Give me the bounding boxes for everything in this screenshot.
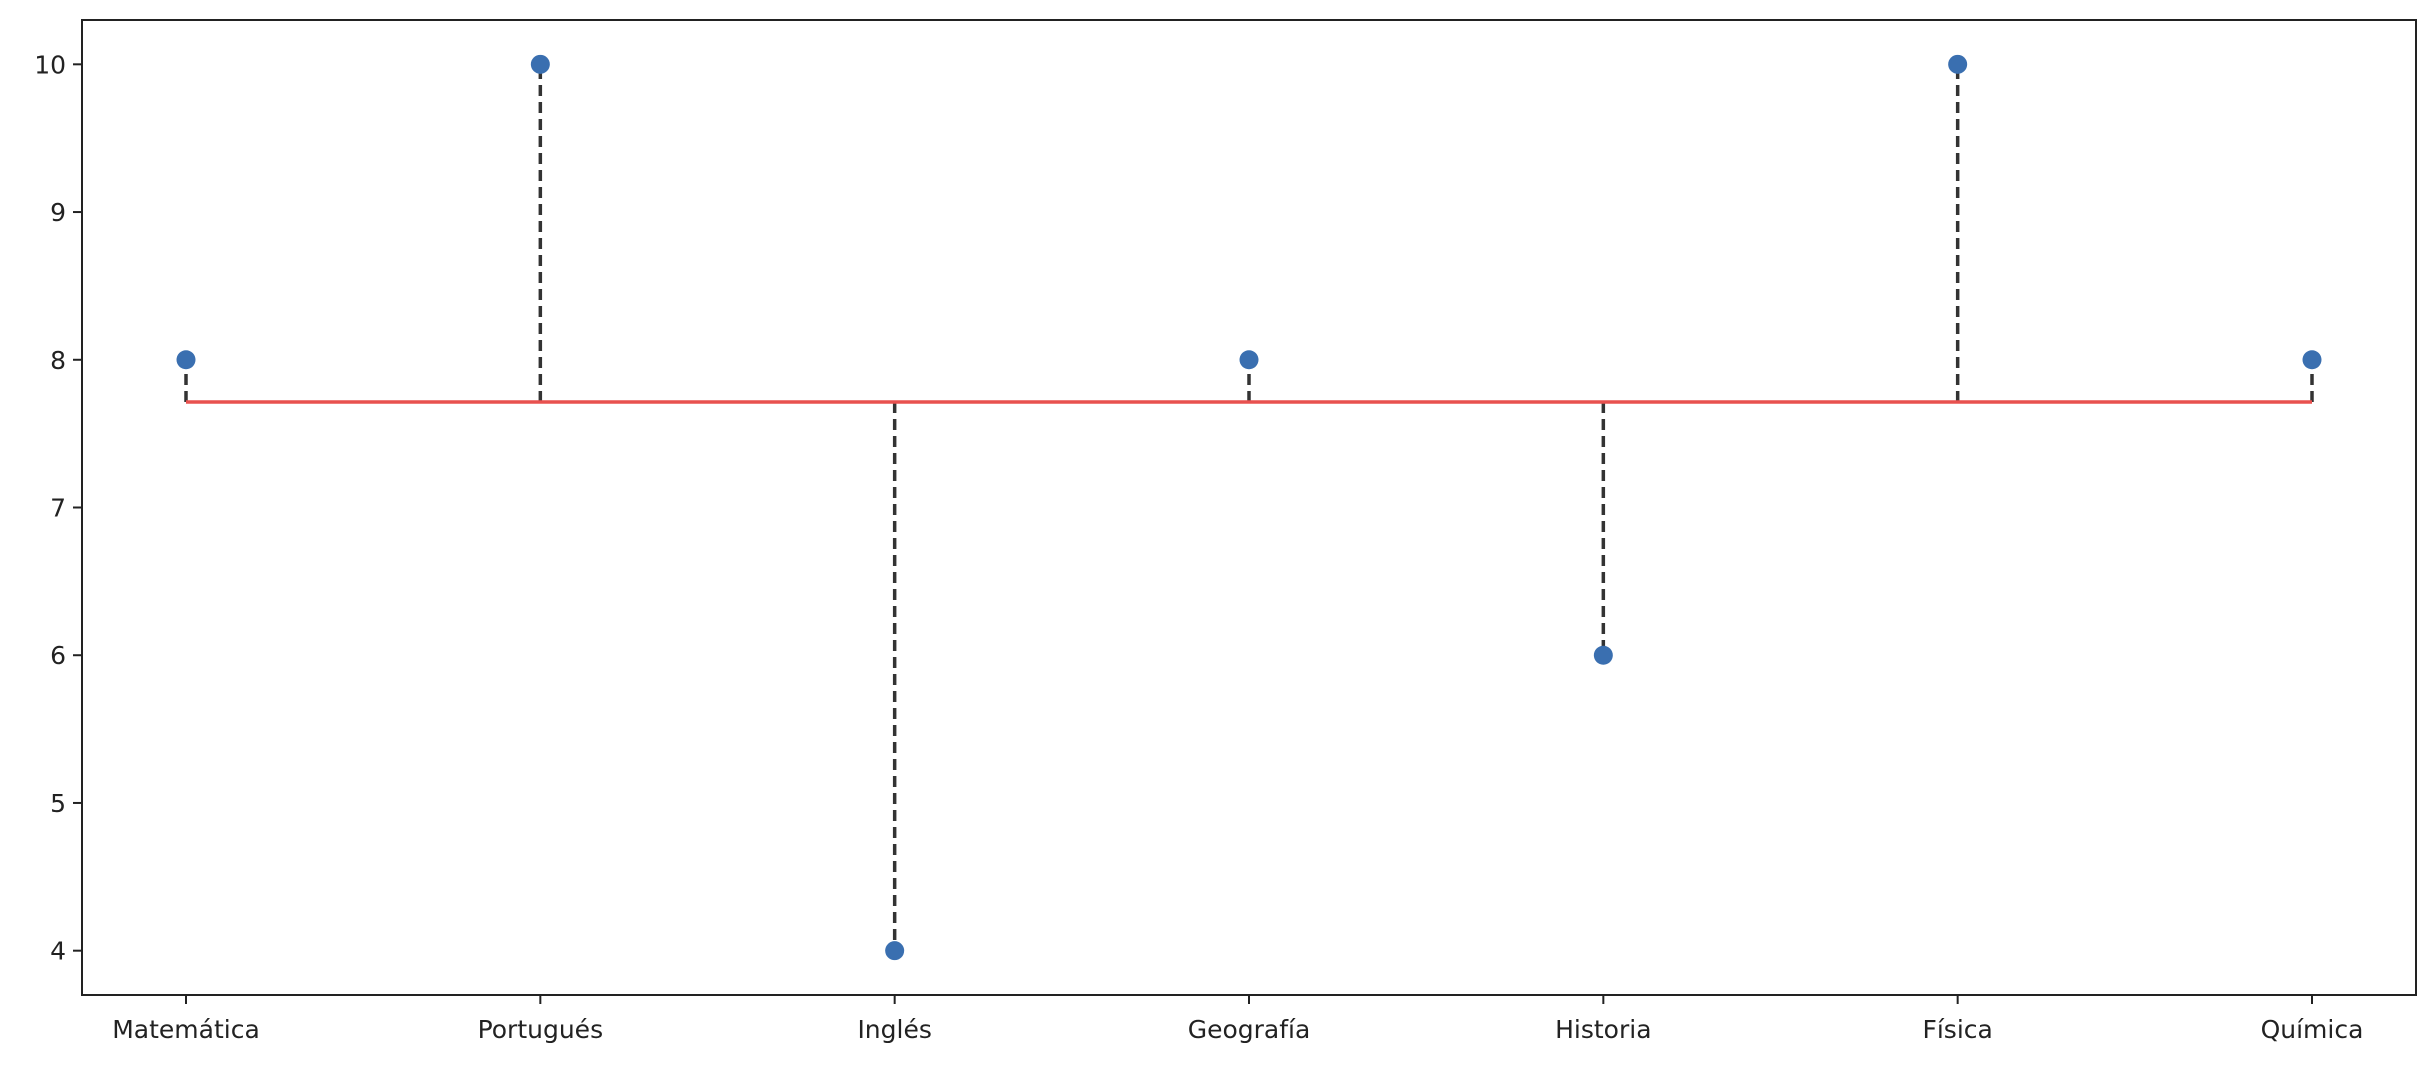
data-point <box>530 54 550 74</box>
plot-frame <box>81 19 2417 996</box>
y-axis-ticks: 4 5 6 7 8 9 10 <box>34 50 82 966</box>
y-tick-label: 8 <box>50 346 66 375</box>
data-point <box>1948 54 1968 74</box>
x-tick-label: Química <box>2261 1015 2364 1044</box>
data-point <box>176 350 196 370</box>
data-point <box>2302 350 2322 370</box>
data-point <box>1239 350 1259 370</box>
x-tick-label: Geografía <box>1188 1015 1311 1044</box>
y-tick-label: 5 <box>50 789 66 818</box>
x-tick-label: Inglés <box>857 1015 931 1044</box>
y-tick-label: 7 <box>50 494 66 523</box>
y-tick-label: 4 <box>50 937 66 966</box>
data-point <box>1593 645 1613 665</box>
y-tick-label: 6 <box>50 641 66 670</box>
x-tick-label: Física <box>1922 1015 1992 1044</box>
data-points <box>176 54 2322 961</box>
data-point <box>885 941 905 961</box>
y-tick-label: 9 <box>50 198 66 227</box>
x-tick-label: Historia <box>1555 1015 1651 1044</box>
x-tick-label: Portugués <box>478 1015 604 1044</box>
residual-lines <box>184 64 2314 951</box>
x-tick-label: Matemática <box>112 1015 260 1044</box>
y-tick-label: 10 <box>34 50 66 79</box>
plot-area <box>82 20 2416 995</box>
x-axis-ticks: Matemática Portugués Inglés Geografía Histor… <box>112 995 2363 1044</box>
